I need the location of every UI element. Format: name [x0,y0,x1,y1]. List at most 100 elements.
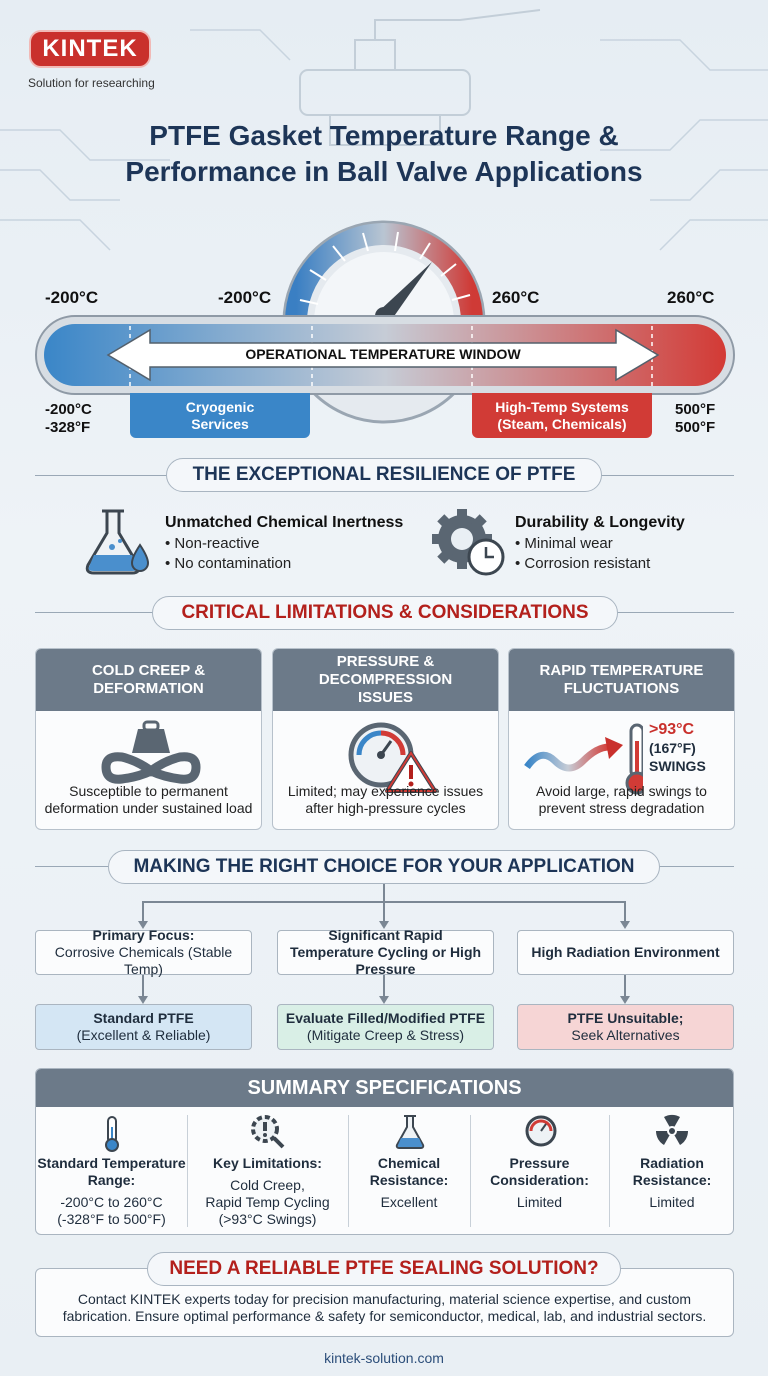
fluctuation-icon-part [625,771,643,795]
connector-arrowheads-part [620,996,630,1004]
result-note: Seek Alternatives [571,1027,680,1043]
temp-label: 260°C [492,288,540,307]
condition-title: Primary Focus: [92,927,195,943]
limitations-icon-part [263,1133,267,1137]
connector-arrowheads-part [138,921,148,929]
pressure-icon-part [377,751,385,759]
gauge-ticks-part [299,299,319,305]
result-title: Evaluate Filled/Modified PTFE [285,1010,486,1026]
summary-column: Standard Temperature Range: -200°C to 26… [36,1107,187,1234]
column-separator [609,1115,610,1227]
summary-value: Rapid Temp Cycling [205,1194,330,1210]
temp-label: -200°C [218,288,272,307]
section-heading: THE EXCEPTIONAL RESILIENCE OF PTFE [166,458,602,492]
summary-label: Radiation Resistance: [632,1155,712,1188]
valve-sketch-part [299,69,471,116]
circuit-lines-part [0,219,111,251]
circuit-lines-part [659,219,768,251]
summary-label: Chemical Resistance: [369,1155,449,1188]
summary-column: Chemical Resistance: Excellent [348,1107,470,1234]
gear-icon-part-part [437,514,453,530]
summary-values: Excellent [348,1194,470,1211]
summary-column: Key Limitations: Cold Creep, Rapid Temp … [187,1107,348,1234]
cta-heading: NEED A RELIABLE PTFE SEALING SOLUTION? [147,1252,621,1286]
valve-sketch-part [374,9,541,40]
circuit-lines-part [600,39,768,71]
column-separator [348,1115,349,1227]
result-title: Standard PTFE [93,1010,194,1026]
temp-label: 260°C [667,288,715,307]
summary-values: Limited [470,1194,609,1211]
radiation-icon-part-part [672,1131,689,1145]
limitations-icon [251,1115,285,1149]
gauge-ticks-part [309,269,327,281]
feature-title: Durability & Longevity [515,514,685,531]
limitations-icon-part [263,1122,267,1131]
logo: KINTEK [29,30,151,68]
result-box: Standard PTFE (Excellent & Reliable) [35,1004,252,1050]
pressure-small-icon-part [529,1119,553,1132]
temp-label: 500°F [675,419,716,436]
result-note: (Excellent & Reliable) [76,1027,211,1043]
cryogenic-tag: Cryogenic Services [130,393,310,438]
thermometer-icon-part [111,1127,113,1143]
temp-label: 500°F [675,401,716,418]
gauge-ticks-part [419,242,431,260]
gear-icon-part-part [432,534,444,544]
radiation-icon-part [655,1114,689,1145]
badge-text: SWINGS [649,758,706,774]
summary-value: Limited [516,1194,563,1210]
summary-column: Radiation Resistance: Limited [609,1107,733,1234]
condition-box: Significant Rapid Temperature Cycling or… [277,927,494,977]
result-title: PTFE Unsuitable; [567,1010,684,1026]
limitation-card: COLD CREEP & DEFORMATION Susceptible to … [35,648,262,830]
gauge-ticks-part [451,294,471,301]
temp-label: -328°F [45,419,91,436]
condition-box: High Radiation Environment [517,930,734,975]
badge-text: >93°C [649,721,695,738]
pressure-icon [348,722,437,793]
flask-icon-part [118,539,122,543]
limitation-card: RAPID TEMPERATURE FLUCTUATIONS >93°C (16… [508,648,735,830]
condition-text: Corrosive Chemicals (Stable Temp) [54,944,233,977]
pressure-icon-part [385,751,437,792]
gear-icon-part-part [437,548,453,564]
card-text: Susceptible to permanent deformation und… [44,783,253,816]
summary-values: Limited [609,1194,733,1211]
circuit-lines [0,29,768,251]
connector-arrowheads-part [379,921,389,929]
badge-text: (167°F) [649,740,696,756]
gear-icon-part-part [457,509,467,521]
fluctuation-icon-part [605,737,623,759]
right-labels: 500°F 500°F [675,401,715,437]
creep-icon-part [142,720,160,732]
creep-icon-part [101,752,201,784]
fluctuation-icon [524,723,643,795]
creep-icon [101,720,201,784]
circuit-lines-part [0,129,170,161]
circuit-lines-part [600,119,768,151]
window-arrow [106,328,660,382]
connector-arrowheads [138,921,630,1004]
swing-badge: >93°C (167°F) SWINGS [649,721,706,775]
card-title: RAPID TEMPERATURE FLUCTUATIONS [509,649,734,711]
flask-icon-part [130,543,150,572]
limitations-icon-part [272,1136,285,1149]
circuit-lines-part [0,169,120,201]
pressure-icon-part [408,781,414,787]
website-link[interactable]: kintek-solution.com [324,1350,444,1366]
gear-icon-part-part [457,557,467,569]
summary-column: Pressure Consideration: Limited [470,1107,609,1234]
thermometer-icon [105,1116,119,1152]
pressure-icon-part [356,730,382,756]
flask-small-icon [395,1115,425,1149]
feature-point: Non-reactive [165,535,403,552]
feature-point: Minimal wear [515,535,685,552]
summary-label: Pressure Consideration: [490,1155,589,1188]
summary-value: Limited [649,1194,695,1210]
summary-label: Standard Temperature Range: [37,1155,186,1188]
column-separator [187,1115,188,1227]
result-box: PTFE Unsuitable; Seek Alternatives [517,1004,734,1050]
